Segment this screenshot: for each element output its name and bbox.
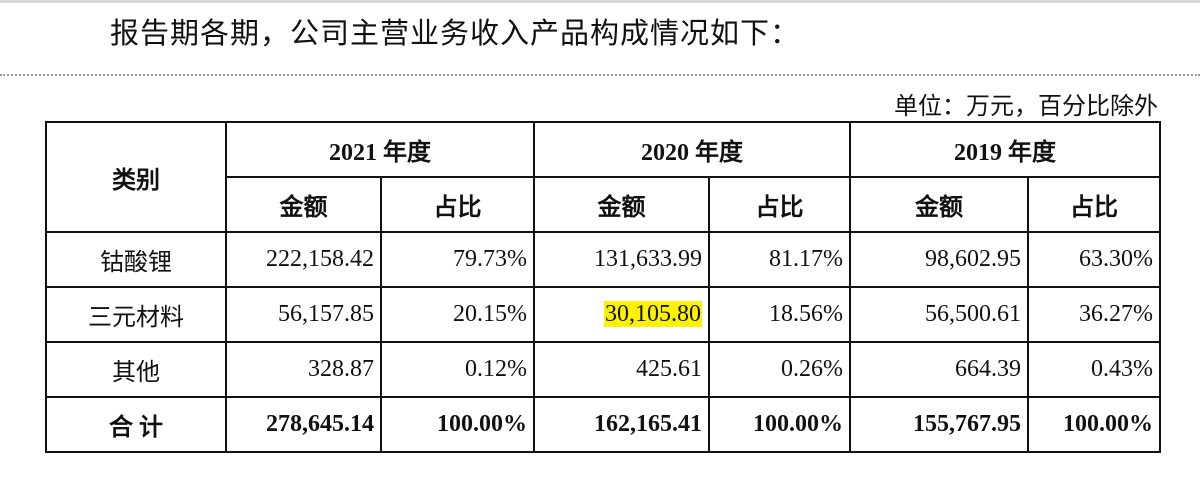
total-row: 合 计 278,645.14 100.00% 162,165.41 100.00… — [45, 396, 1161, 453]
total-amount-cell: 155,767.95 — [849, 396, 1029, 453]
amount-cell: 131,633.99 — [533, 231, 710, 288]
total-amount-cell: 162,165.41 — [533, 396, 710, 453]
amount-cell: 56,500.61 — [849, 286, 1029, 343]
share-header: 占比 — [708, 176, 851, 233]
year-header-2020: 2020 年度 — [533, 121, 851, 178]
share-cell: 0.12% — [380, 341, 535, 398]
share-cell: 79.73% — [380, 231, 535, 288]
amount-cell: 328.87 — [225, 341, 382, 398]
share-cell: 81.17% — [708, 231, 851, 288]
total-label: 合 计 — [45, 396, 227, 453]
row-label: 三元材料 — [45, 286, 227, 343]
amount-cell: 425.61 — [533, 341, 710, 398]
share-cell: 18.56% — [708, 286, 851, 343]
share-header: 占比 — [1027, 176, 1161, 233]
year-header-2019: 2019 年度 — [849, 121, 1161, 178]
table-row: 钴酸锂 222,158.42 79.73% 131,633.99 81.17% … — [45, 231, 1161, 288]
dotted-divider — [0, 74, 1200, 76]
year-header-2021: 2021 年度 — [225, 121, 535, 178]
header-row-metrics: 金额 占比 金额 占比 金额 占比 — [46, 176, 1161, 233]
share-cell: 0.43% — [1027, 341, 1161, 398]
table-row: 其他 328.87 0.12% 425.61 0.26% 664.39 0.43… — [45, 341, 1161, 398]
total-amount-cell: 278,645.14 — [225, 396, 382, 453]
category-header: 类别 — [45, 121, 227, 233]
header-row-years: 类别 2021 年度 2020 年度 2019 年度 — [45, 121, 1161, 233]
unit-note: 单位：万元，百分比除外 — [894, 94, 1158, 120]
top-border — [0, 0, 1200, 3]
section-heading: 报告期各期，公司主营业务收入产品构成情况如下： — [110, 18, 801, 50]
total-share-cell: 100.00% — [380, 396, 535, 453]
share-cell: 36.27% — [1027, 286, 1161, 343]
amount-cell-highlighted: 30,105.80 — [533, 286, 710, 343]
amount-cell: 664.39 — [849, 341, 1029, 398]
revenue-table: 类别 2021 年度 2020 年度 2019 年度 金额 占比 金额 占比 金… — [45, 121, 1161, 453]
total-share-cell: 100.00% — [1027, 396, 1161, 453]
row-label: 钴酸锂 — [45, 231, 227, 288]
total-share-cell: 100.00% — [708, 396, 851, 453]
amount-header: 金额 — [849, 176, 1029, 233]
highlighted-value: 30,105.80 — [604, 301, 702, 327]
amount-header: 金额 — [225, 176, 382, 233]
amount-cell: 98,602.95 — [849, 231, 1029, 288]
share-cell: 63.30% — [1027, 231, 1161, 288]
share-header: 占比 — [380, 176, 535, 233]
table-row: 三元材料 56,157.85 20.15% 30,105.80 18.56% 5… — [45, 286, 1161, 343]
amount-cell: 222,158.42 — [225, 231, 382, 288]
share-cell: 20.15% — [380, 286, 535, 343]
row-label: 其他 — [45, 341, 227, 398]
share-cell: 0.26% — [708, 341, 851, 398]
amount-header: 金额 — [533, 176, 710, 233]
amount-cell: 56,157.85 — [225, 286, 382, 343]
